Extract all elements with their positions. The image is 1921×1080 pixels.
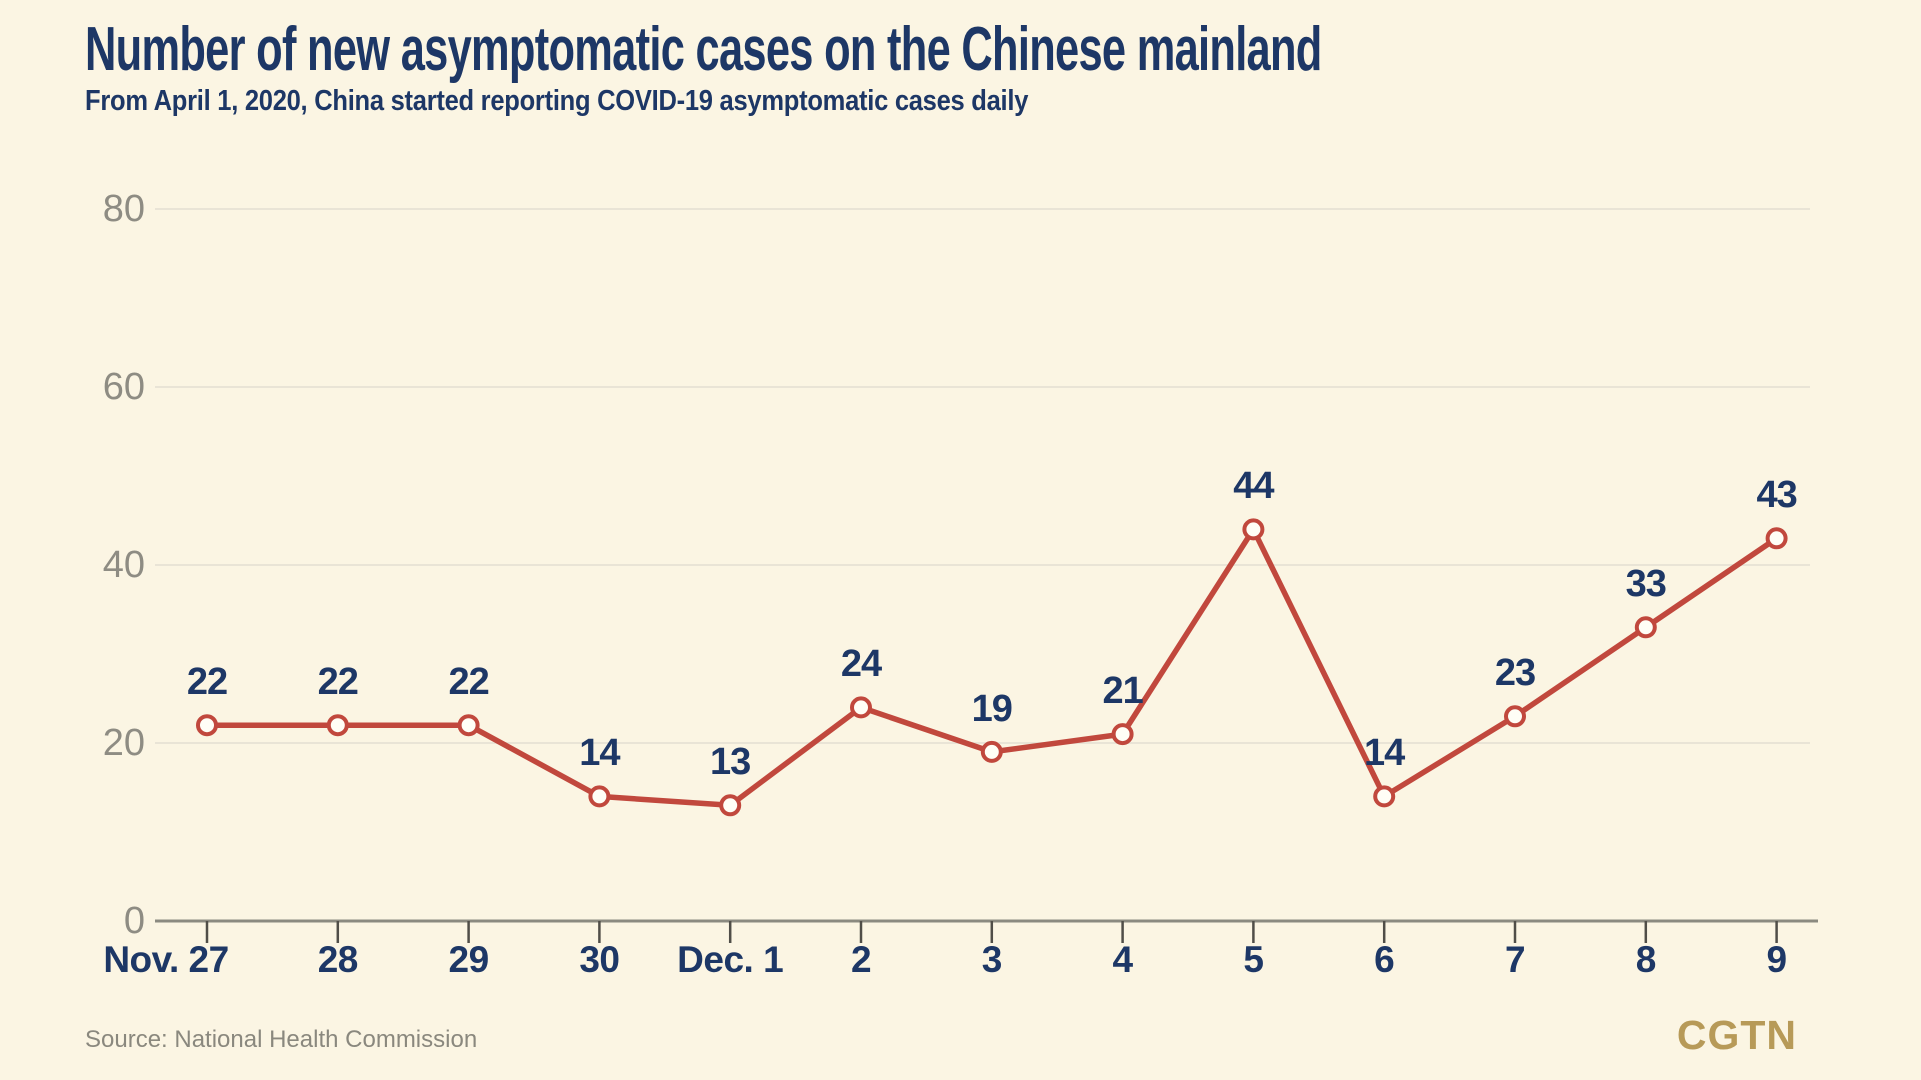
- data-point-label: 24: [840, 643, 882, 686]
- x-tick-label: 28: [317, 939, 359, 980]
- x-tick-label: 9: [1766, 939, 1788, 980]
- x-tick-label: 30: [579, 939, 620, 980]
- data-point: [1634, 616, 1657, 639]
- data-point-label: 14: [1364, 732, 1405, 775]
- data-point: [1765, 527, 1788, 550]
- x-tick-label: 3: [981, 939, 1003, 980]
- x-tick-label: 4: [1112, 939, 1134, 980]
- data-point-label: 19: [971, 687, 1013, 730]
- data-point-label: 44: [1233, 465, 1274, 508]
- data-point-label: 13: [710, 741, 751, 784]
- source-note: Source: National Health Commission: [85, 1026, 478, 1053]
- x-tick-label: 29: [448, 939, 490, 980]
- data-point: [1504, 705, 1526, 728]
- data-point: [1111, 723, 1134, 746]
- data-point: [588, 785, 611, 808]
- x-tick-label: 6: [1374, 939, 1395, 980]
- data-point: [719, 794, 742, 817]
- data-point-label: 22: [448, 661, 489, 704]
- data-point: [457, 714, 480, 737]
- data-point-label: 22: [186, 661, 228, 704]
- chart-subtitle: From April 1, 2020, China started report…: [85, 85, 1029, 117]
- chart-title: Number of new asymptomatic cases on the …: [85, 15, 1322, 84]
- data-point-label: 14: [579, 732, 620, 775]
- data-point: [326, 714, 349, 737]
- data-point: [980, 740, 1003, 763]
- data-point-label: 22: [317, 661, 359, 704]
- y-tick-label: 20: [102, 722, 145, 764]
- data-point-label: 43: [1756, 474, 1797, 517]
- data-point: [1242, 518, 1265, 541]
- x-tick-label: 8: [1635, 939, 1657, 980]
- y-tick-label: 0: [123, 900, 145, 942]
- x-tick-label: Nov. 27: [103, 939, 229, 980]
- y-tick-label: 60: [102, 366, 145, 408]
- x-tick-label: Dec. 1: [677, 939, 784, 980]
- x-tick-label: 7: [1504, 939, 1526, 980]
- y-tick-label: 40: [102, 544, 145, 586]
- cgtn-logo: CGTN: [1676, 1012, 1797, 1058]
- y-tick-label: 80: [102, 188, 145, 230]
- x-tick-label: 2: [850, 939, 872, 980]
- x-tick-label: 5: [1243, 939, 1264, 980]
- data-point-label: 23: [1494, 652, 1536, 695]
- data-point-label: 33: [1625, 563, 1667, 606]
- data-point: [850, 696, 872, 719]
- data-point: [196, 714, 218, 737]
- data-point-label: 21: [1102, 670, 1143, 713]
- data-point: [1373, 785, 1396, 808]
